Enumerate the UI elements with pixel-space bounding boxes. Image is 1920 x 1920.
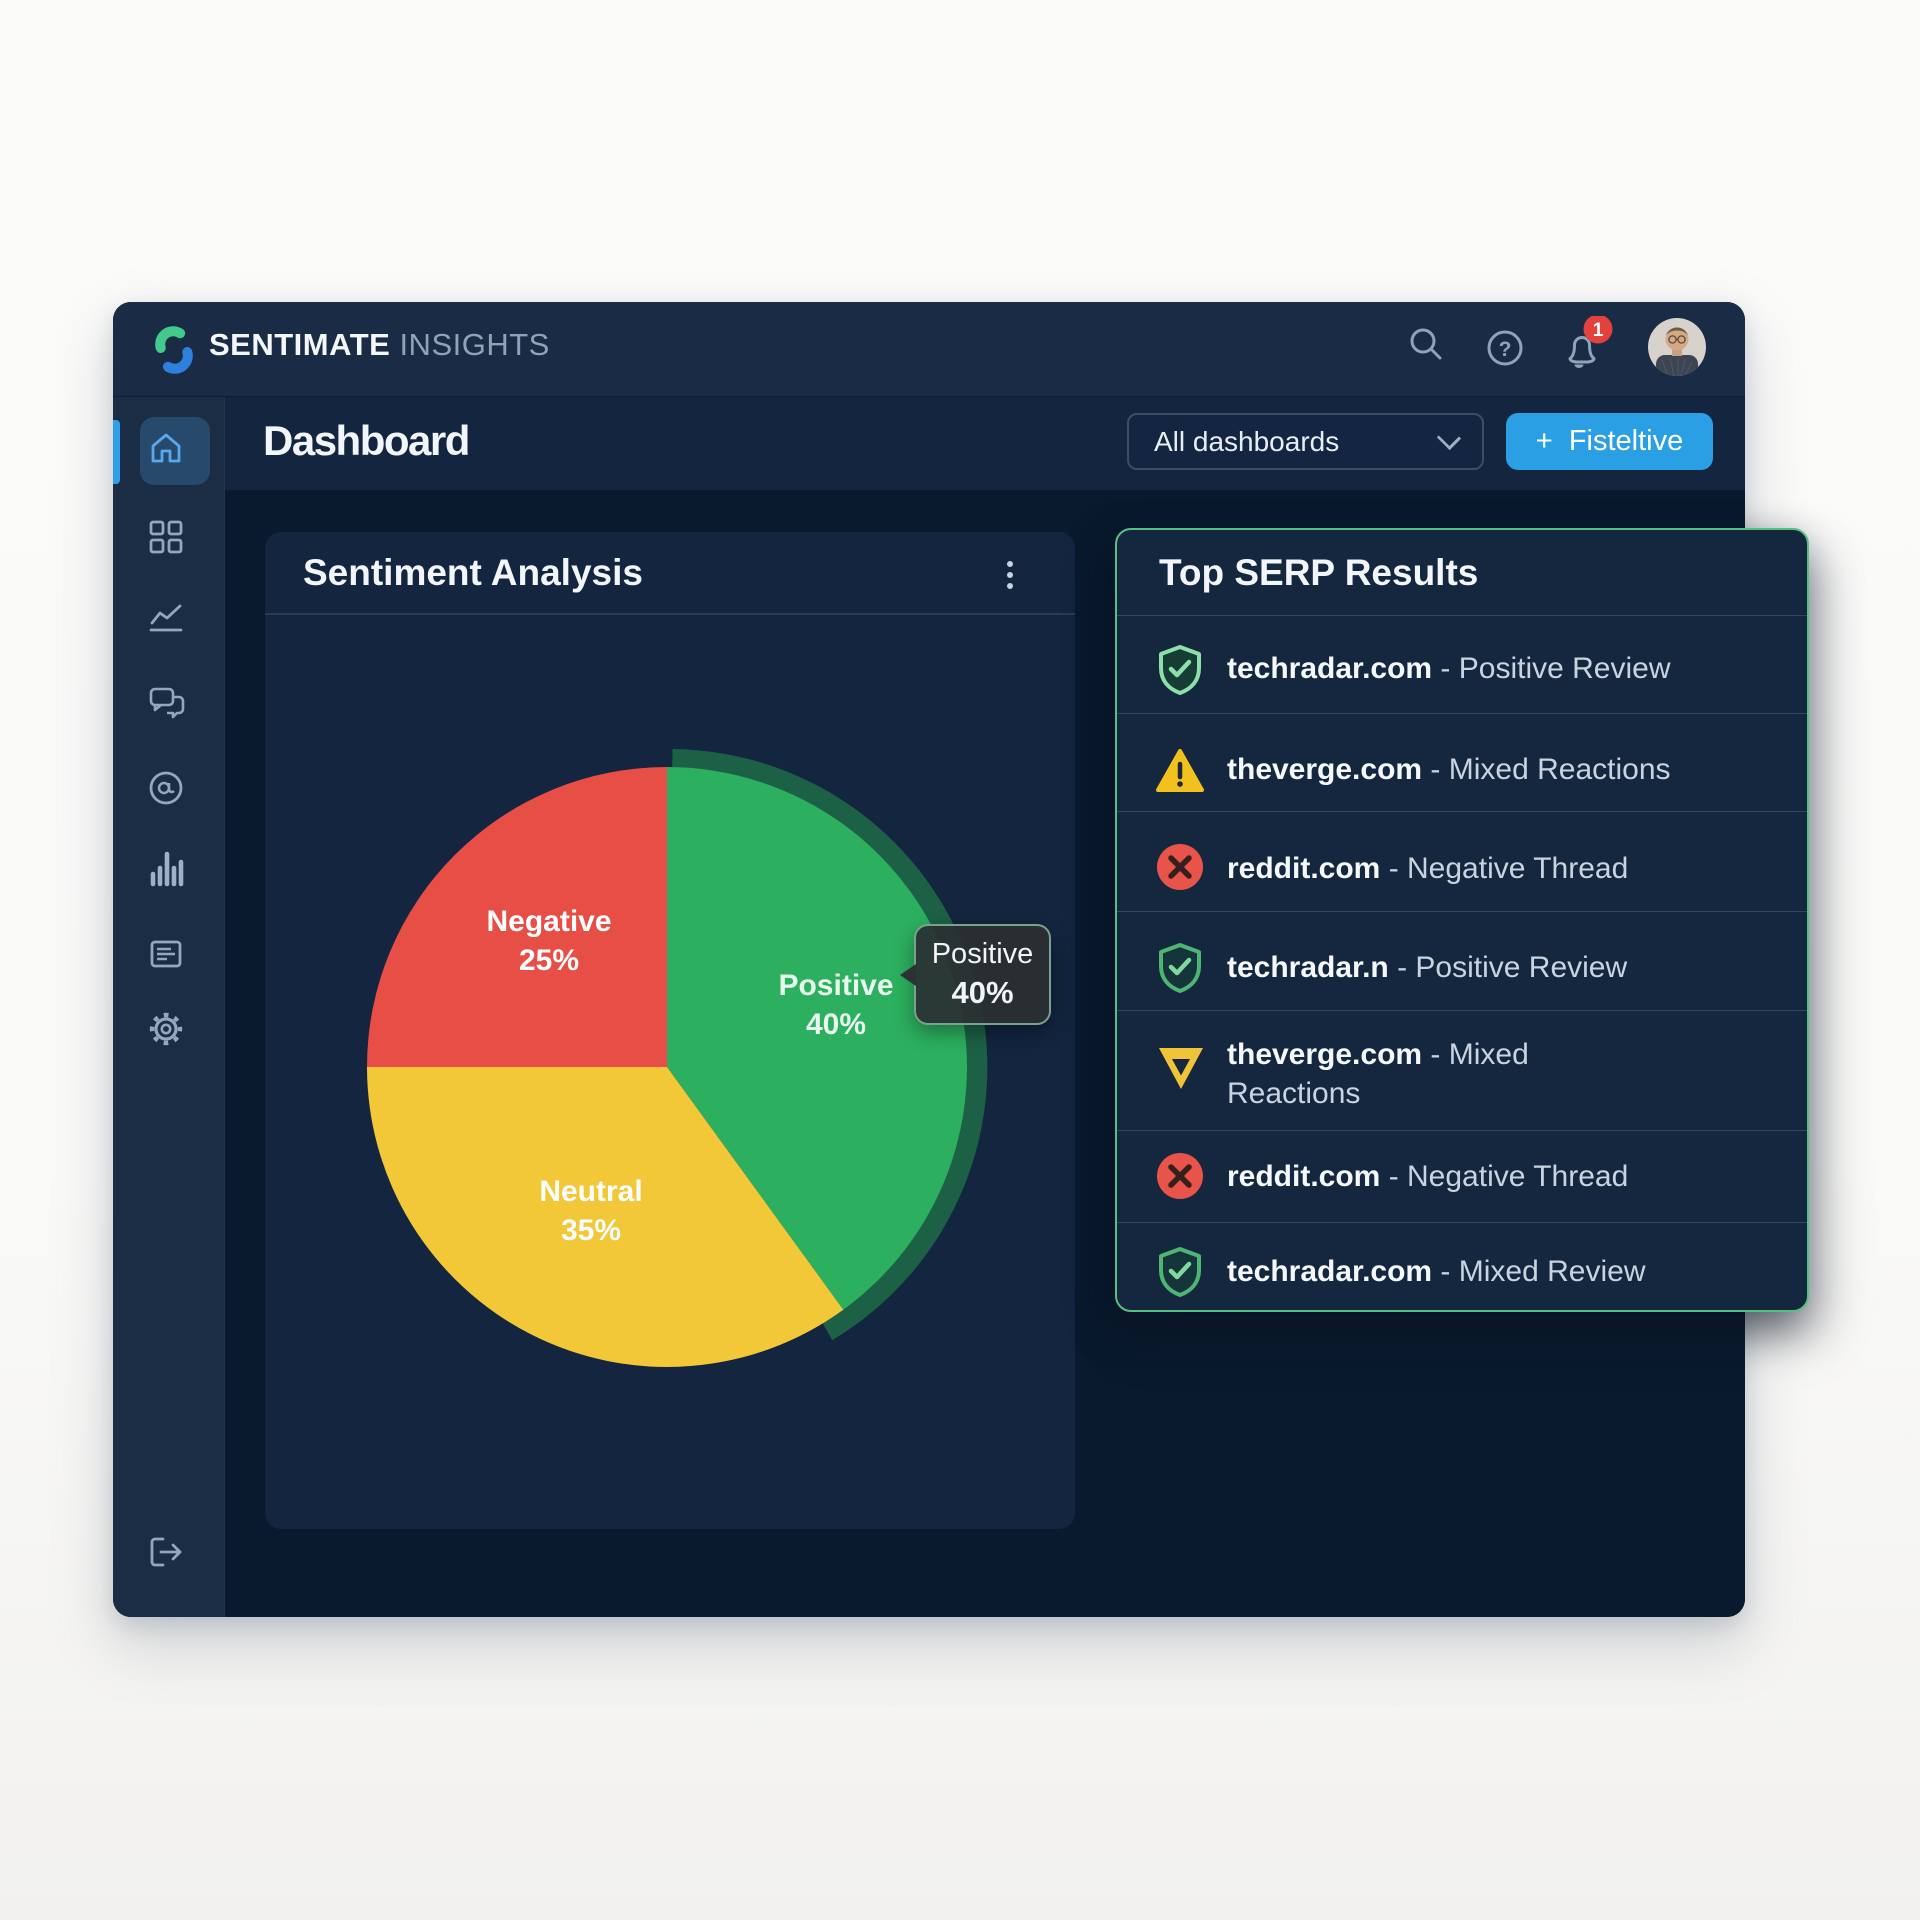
svg-text:1: 1 [1593,320,1604,341]
svg-text:?: ? [1499,338,1512,361]
